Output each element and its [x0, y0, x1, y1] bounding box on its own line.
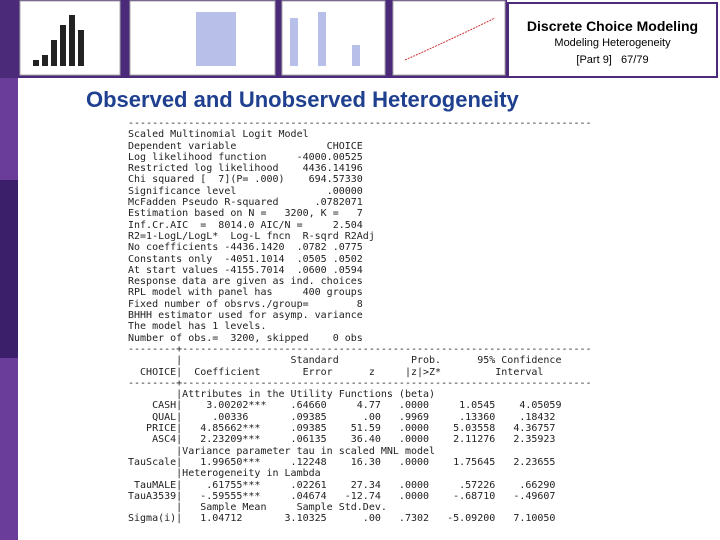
thumbnails [19, 0, 506, 76]
output-line: --------+-------------------------------… [128, 343, 592, 355]
output-line: TauScale| 1.99650*** .12248 16.30 .0000 … [128, 456, 556, 468]
output-line: Sigma(i)| 1.04712 3.10325 .00 .7302 -5.0… [128, 513, 556, 525]
output-line: PRICE| 4.85662*** .09385 51.59 .0000 5.0… [128, 423, 556, 435]
output-line: TauMALE| .61755*** .02261 27.34 .0000 .5… [128, 479, 556, 491]
output-line: CHOICE| Coefficient Error z |z|>Z* Inter… [128, 366, 544, 378]
output-line: ----------------------------------------… [128, 118, 592, 129]
header-page: 67/79 [621, 54, 649, 66]
output-line: |Variance parameter tau in scaled MNL mo… [128, 445, 436, 457]
output-line: | Sample Mean Sample Std.Dev. [128, 502, 387, 514]
output-line: R2=1-LogL/LogL* Log-L fncn R-sqrd R2Adj [128, 230, 375, 242]
output-line: Restricted log likelihood 4436.14196 [128, 163, 363, 175]
header-title: Discrete Choice Modeling [526, 18, 699, 34]
header-box: Discrete Choice Modeling Modeling Hetero… [507, 2, 718, 78]
output-line: ASC4| 2.23209*** .06135 36.40 .0000 2.11… [128, 434, 556, 446]
output-line: Chi squared [ 7](P= .000) 694.57330 [128, 174, 363, 186]
side-bar-accent [0, 180, 18, 358]
output-line: The model has 1 levels. [128, 321, 267, 333]
output-line: --------+-------------------------------… [128, 377, 592, 389]
output-line: RPL model with panel has 400 groups [128, 287, 363, 299]
output-line: | Standard Prob. 95% Confidence [128, 355, 562, 367]
header-subtitle: Modeling Heterogeneity [554, 37, 671, 49]
output-line: BHHH estimator used for asymp. variance [128, 310, 363, 322]
header-part: [Part 9] [576, 54, 612, 66]
output-line: Significance level .00000 [128, 185, 363, 197]
output-line: Dependent variable CHOICE [128, 140, 363, 152]
output-line: Inf.Cr.AIC = 8014.0 AIC/N = 2.504 [128, 219, 363, 231]
output-line: QUAL| .00336 .09385 .00 .9969 .13360 .18… [128, 411, 556, 423]
output-line: Response data are given as ind. choices [128, 276, 363, 288]
output-line: Number of obs.= 3200, skipped 0 obs [128, 332, 363, 344]
output-line: McFadden Pseudo R-squared .0782071 [128, 197, 363, 209]
output-line: At start values -4155.7014 .0600 .0594 [128, 264, 363, 276]
slide-title: Observed and Unobserved Heterogeneity [86, 87, 519, 112]
output-line: |Attributes in the Utility Functions (be… [128, 389, 436, 401]
output-line: Fixed number of obsrvs./group= 8 [128, 298, 363, 310]
output-line: |Heterogeneity in Lambda [128, 468, 321, 480]
output-line: Estimation based on N = 3200, K = 7 [128, 208, 363, 220]
output-line: TauA3539| -.59555*** .04674 -12.74 .0000… [128, 490, 556, 502]
output-line: No coefficients -4436.1420 .0782 .0775 [128, 242, 363, 254]
output-line: CASH| 3.00202*** .64660 4.77 .0000 1.054… [128, 400, 562, 412]
output-line: Log likelihood function -4000.00525 [128, 151, 363, 163]
output-line: Scaled Multinomial Logit Model [128, 129, 309, 141]
model-output: ----------------------------------------… [128, 118, 613, 540]
output-line: Constants only -4051.1014 .0505 .0502 [128, 253, 363, 265]
